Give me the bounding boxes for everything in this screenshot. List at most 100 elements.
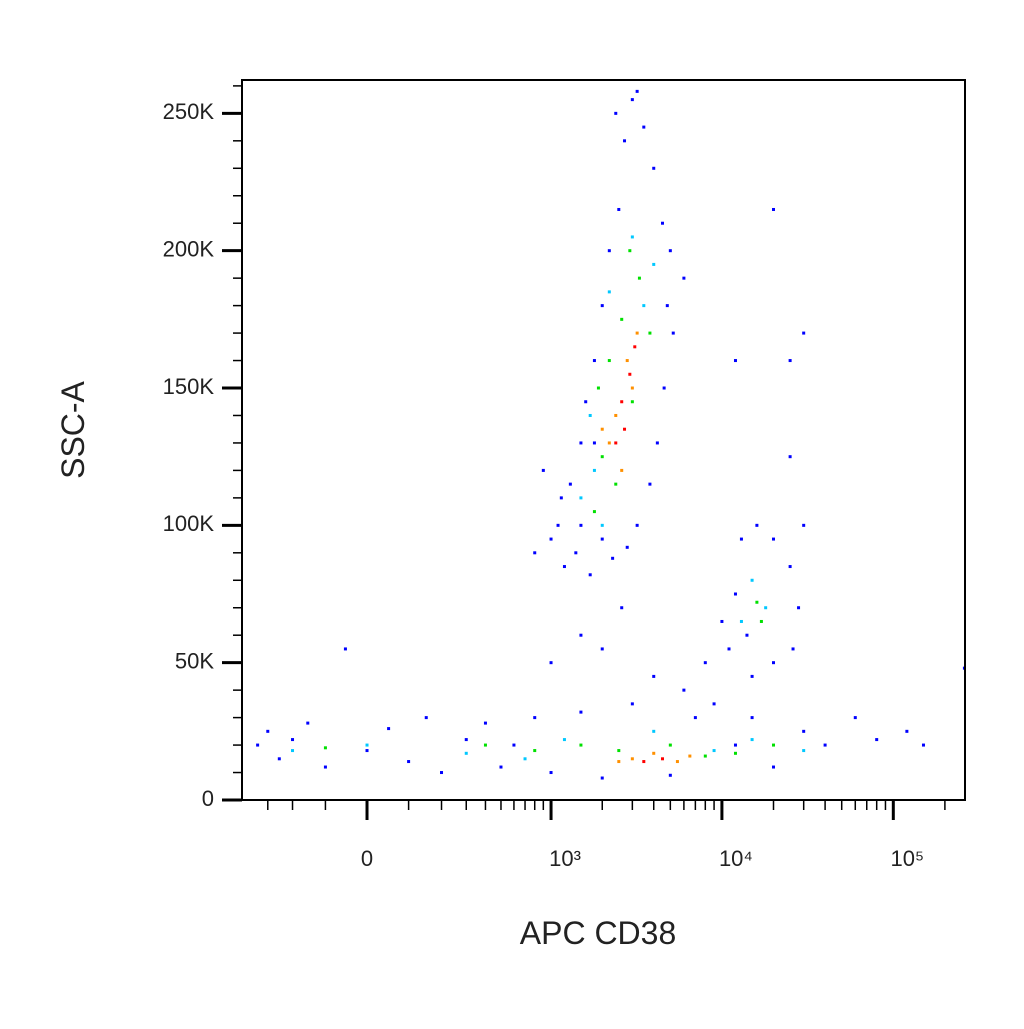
point — [365, 743, 369, 747]
point — [727, 647, 731, 651]
point — [733, 359, 737, 363]
point — [802, 331, 806, 335]
plot-frame — [241, 79, 966, 801]
points — [256, 89, 966, 780]
point — [772, 743, 776, 747]
point — [652, 674, 656, 678]
point — [703, 754, 707, 758]
point — [614, 482, 618, 486]
point — [533, 551, 537, 555]
point — [607, 290, 611, 294]
point — [600, 427, 604, 431]
point — [266, 729, 270, 733]
point — [512, 743, 516, 747]
point — [772, 765, 776, 769]
point — [323, 746, 327, 750]
point — [600, 304, 604, 308]
point — [759, 619, 763, 623]
point — [788, 359, 792, 363]
point — [712, 749, 716, 753]
point — [592, 359, 596, 363]
point — [291, 749, 295, 753]
point — [733, 751, 737, 755]
point — [579, 743, 583, 747]
point — [642, 125, 646, 129]
point — [688, 754, 692, 758]
point — [642, 760, 646, 764]
point — [802, 523, 806, 527]
point — [291, 738, 295, 742]
point — [256, 743, 260, 747]
point — [600, 647, 604, 651]
point — [652, 729, 656, 733]
point — [668, 773, 672, 777]
point — [559, 496, 563, 500]
point — [549, 771, 553, 775]
point — [592, 441, 596, 445]
point — [600, 523, 604, 527]
point — [617, 760, 621, 764]
point — [588, 413, 592, 417]
x-axis-label: APC CD38 — [520, 915, 677, 951]
point — [614, 441, 618, 445]
point — [655, 441, 659, 445]
point — [623, 139, 627, 143]
point — [630, 757, 634, 761]
point — [648, 331, 652, 335]
point — [668, 249, 672, 253]
point — [617, 749, 621, 753]
point — [440, 771, 444, 775]
point — [733, 743, 737, 747]
point — [788, 455, 792, 459]
point — [600, 455, 604, 459]
y-tick-label: 0 — [202, 786, 214, 811]
point — [592, 468, 596, 472]
point — [648, 482, 652, 486]
point — [675, 760, 679, 764]
point — [660, 757, 664, 761]
point — [562, 565, 566, 569]
point — [628, 249, 632, 253]
point — [745, 633, 749, 637]
point — [665, 304, 669, 308]
point — [682, 688, 686, 692]
point — [596, 386, 600, 390]
point — [652, 751, 656, 755]
point — [387, 727, 391, 731]
point — [365, 749, 369, 753]
point — [574, 551, 578, 555]
point — [588, 573, 592, 577]
point — [905, 729, 909, 733]
point — [630, 400, 634, 404]
point — [620, 317, 624, 321]
point — [642, 304, 646, 308]
point — [625, 359, 629, 363]
point — [592, 510, 596, 514]
y-tick-label: 100K — [163, 511, 215, 536]
point — [682, 276, 686, 280]
point — [750, 716, 754, 720]
point — [630, 235, 634, 239]
point — [562, 738, 566, 742]
point — [764, 606, 768, 610]
point — [802, 749, 806, 753]
point — [921, 743, 925, 747]
point — [306, 721, 310, 725]
x-tick-label: 0 — [361, 846, 373, 871]
point — [772, 661, 776, 665]
point — [614, 413, 618, 417]
y-axis-label: SSC-A — [55, 380, 91, 478]
y-tick-label: 50K — [175, 648, 214, 673]
point — [739, 537, 743, 541]
point — [464, 751, 468, 755]
point — [343, 647, 347, 651]
point — [549, 661, 553, 665]
point — [652, 166, 656, 170]
point — [630, 702, 634, 706]
point — [600, 537, 604, 541]
point — [797, 606, 801, 610]
point — [703, 661, 707, 665]
point — [568, 482, 572, 486]
